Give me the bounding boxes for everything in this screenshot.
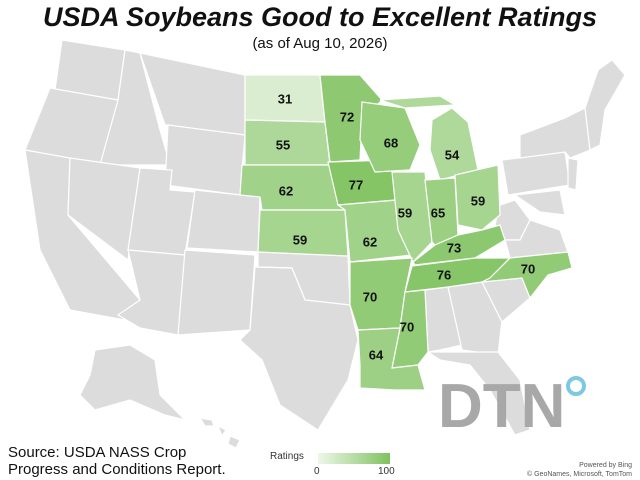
state-new-mexico: [177, 249, 256, 336]
state-hawaii: [198, 417, 241, 449]
legend-min-label: 0: [314, 466, 320, 477]
state-texas: [239, 266, 359, 431]
state-nevada: [67, 157, 141, 262]
state-illinois: [391, 171, 433, 264]
value-label-missouri: 62: [363, 234, 377, 249]
value-label-kentucky: 73: [447, 240, 461, 255]
source-note: Source: USDA NASS Crop Progress and Cond…: [8, 444, 226, 478]
value-label-louisiana: 64: [369, 347, 384, 362]
state-maryland: [513, 189, 566, 216]
dtn-logo: DTN: [438, 372, 586, 434]
source-line-1: Source: USDA NASS Crop: [8, 444, 187, 461]
state-florida: [426, 351, 531, 436]
value-label-iowa: 77: [349, 177, 363, 192]
state-value-labels: 31 72 55 68 54 62 77 59 65 59 59 62 73 7…: [276, 91, 535, 362]
page-subtitle: (as of Aug 10, 2026): [252, 35, 388, 52]
state-new-jersey: [567, 157, 579, 191]
state-louisiana: [357, 327, 426, 391]
value-label-indiana: 65: [431, 205, 445, 220]
map-credit-bing: Powered by Bing: [579, 462, 632, 469]
value-label-minnesota: 72: [340, 109, 354, 124]
state-pennsylvania: [501, 151, 571, 196]
legend-color-scale: [318, 453, 390, 464]
value-label-arkansas: 70: [363, 289, 377, 304]
value-label-mississippi: 70: [400, 319, 414, 334]
no-data-states: [24, 39, 626, 449]
value-label-north-dakota: 31: [278, 91, 292, 106]
state-kansas: [257, 209, 349, 257]
map-credit-data: © GeoNames, Microsoft, TomTom: [527, 471, 632, 478]
state-ohio: [454, 164, 501, 231]
value-label-north-carolina: 70: [521, 261, 535, 276]
state-colorado: [186, 189, 261, 253]
value-label-kansas: 59: [293, 232, 307, 247]
value-label-south-dakota: 55: [276, 137, 290, 152]
source-line-2: Progress and Conditions Report.: [8, 461, 226, 478]
state-north-carolina: [481, 251, 573, 300]
value-label-ohio: 59: [471, 193, 485, 208]
dtn-logo-dot-icon: [566, 376, 586, 396]
value-label-michigan: 54: [445, 147, 460, 162]
state-new-york: [519, 107, 591, 159]
state-alaska: [79, 344, 187, 422]
state-wyoming: [164, 124, 246, 196]
legend-max-label: 100: [378, 466, 395, 477]
state-missouri: [336, 199, 413, 263]
value-label-wisconsin: 68: [384, 135, 398, 150]
state-new-england: [584, 59, 626, 151]
page-title: USDA Soybeans Good to Excellent Ratings: [42, 2, 598, 32]
legend-title: Ratings: [270, 451, 304, 462]
reporting-states: [239, 74, 573, 391]
dtn-logo-text: DTN: [438, 372, 565, 434]
value-label-nebraska: 62: [279, 183, 293, 198]
value-label-illinois: 59: [398, 205, 412, 220]
value-label-tennessee: 76: [437, 267, 451, 282]
